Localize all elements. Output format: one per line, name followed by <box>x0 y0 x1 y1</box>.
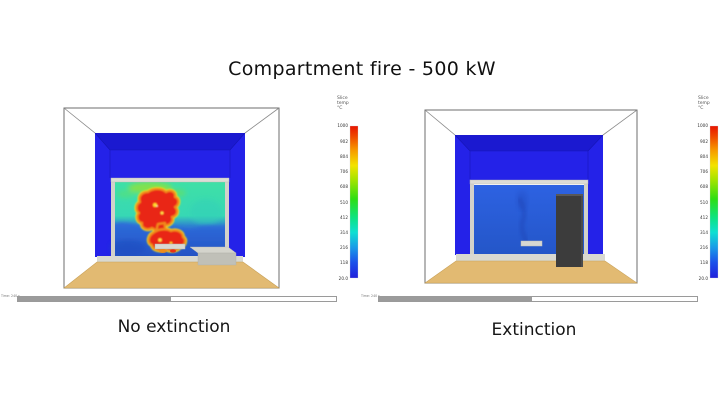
colorbar-tick: 804 <box>340 154 348 159</box>
colorbar-header: Slice temp °C <box>698 96 714 112</box>
colorbar-gradient <box>349 125 359 279</box>
colorbar-tick: 902 <box>340 139 348 144</box>
floor-apron <box>63 261 280 289</box>
colorbar-tick: 412 <box>700 215 708 220</box>
door-post <box>584 183 588 255</box>
colorbar-header: Slice temp °C <box>337 96 353 112</box>
colorbar-header-line: °C <box>698 106 704 112</box>
colorbar-header-line: temp <box>337 101 349 107</box>
colorbar-tick: 510 <box>700 200 708 205</box>
perspective-line <box>424 109 638 136</box>
scene-extinction <box>424 109 719 284</box>
colorbar-tick: 216 <box>700 245 708 250</box>
door-post <box>111 180 115 257</box>
caption-extinction: Extinction <box>491 320 577 340</box>
colorbar-gradient <box>709 125 719 279</box>
soffit-shading <box>95 133 245 150</box>
time-progress-bar <box>378 296 698 302</box>
colorbar-tick: 118 <box>700 260 708 265</box>
colorbar-header-line: Slice <box>698 96 709 101</box>
scene-no-extinction <box>63 107 359 289</box>
page-title: Compartment fire - 500 kW <box>228 58 496 80</box>
perspective-line <box>63 107 280 134</box>
floor-slab <box>97 256 243 263</box>
colorbar-tick: 706 <box>340 169 348 174</box>
colorbar-header-line: Slice <box>337 96 348 101</box>
wall-bevel-edges <box>94 132 246 178</box>
time-label: Time: 240 s <box>1 295 20 299</box>
colorbar-tick: 608 <box>340 184 348 189</box>
colorbar-tick: 902 <box>700 139 708 144</box>
bench-block <box>189 246 237 266</box>
colorbar-tick: 608 <box>700 184 708 189</box>
colorbar-tick: 314 <box>340 230 348 235</box>
time-label: Time: 240 s <box>361 295 380 299</box>
colorbar-tick: 216 <box>340 245 348 250</box>
nozzle-bar <box>520 240 543 247</box>
extinguisher-box <box>556 194 583 267</box>
floor-apron <box>424 260 638 284</box>
caption-no-extinction: No extinction <box>117 317 231 337</box>
time-progress-bar <box>17 296 337 302</box>
door-post <box>225 180 229 257</box>
lintel-beam <box>469 179 589 185</box>
colorbar-header-line: temp <box>698 101 710 107</box>
colorbar-tick: 314 <box>700 230 708 235</box>
colorbar-tick: 706 <box>700 169 708 174</box>
compartment-front-wall <box>95 133 245 257</box>
floor-slab <box>456 254 605 261</box>
time-progress-fill <box>379 297 532 301</box>
soffit-shading <box>455 135 603 151</box>
colorbar-tick: 1000 <box>697 123 708 128</box>
colorbar-tick: 510 <box>340 200 348 205</box>
colorbar-tick: 20.0 <box>698 276 708 281</box>
colorbar-tick: 118 <box>340 260 348 265</box>
colorbar-tick: 804 <box>700 154 708 159</box>
compartment-front-wall <box>455 135 603 255</box>
colorbar-tick: 412 <box>340 215 348 220</box>
colorbar-tick: 1000 <box>337 123 348 128</box>
door-post <box>470 183 474 255</box>
smoke-plume <box>516 190 530 245</box>
time-progress-fill <box>18 297 171 301</box>
colorbar-header-line: °C <box>337 106 343 112</box>
burner-platform <box>154 243 186 250</box>
lintel-beam <box>110 177 230 183</box>
wall-bevel-edges <box>454 134 604 179</box>
colorbar-tick: 20.0 <box>338 276 348 281</box>
